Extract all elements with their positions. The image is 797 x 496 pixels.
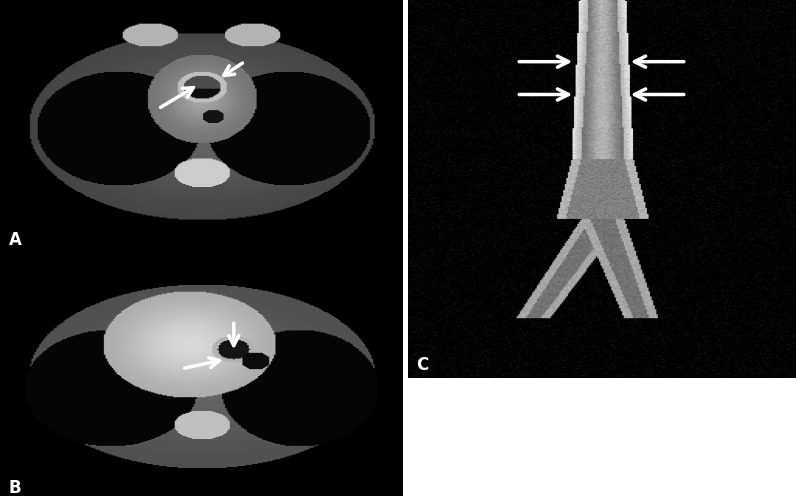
Text: B: B	[9, 479, 22, 496]
Text: C: C	[416, 356, 428, 374]
Text: A: A	[9, 231, 22, 248]
